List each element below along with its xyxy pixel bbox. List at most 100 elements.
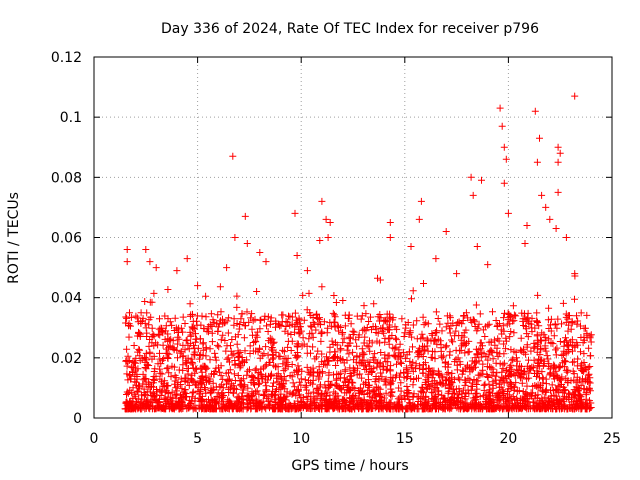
data-point xyxy=(196,352,204,360)
data-point xyxy=(430,367,438,375)
data-point xyxy=(398,315,406,323)
y-tick-label: 0 xyxy=(73,411,82,427)
data-point xyxy=(309,372,317,380)
data-point xyxy=(317,381,324,389)
x-tick-label: 0 xyxy=(90,431,99,447)
data-point xyxy=(186,403,194,411)
data-point xyxy=(416,395,424,403)
data-point xyxy=(345,404,352,412)
data-point-outlier xyxy=(256,249,264,256)
data-point xyxy=(340,374,348,382)
data-point xyxy=(364,358,372,366)
data-point xyxy=(365,318,373,325)
data-point xyxy=(578,366,586,374)
data-point-outlier xyxy=(194,282,202,290)
data-point xyxy=(331,353,339,361)
data-point xyxy=(132,403,140,411)
data-point xyxy=(366,367,374,375)
data-point xyxy=(122,357,130,364)
data-point xyxy=(545,304,553,312)
data-point xyxy=(472,301,480,309)
data-point xyxy=(305,289,313,297)
data-point xyxy=(184,404,192,412)
data-point xyxy=(553,324,561,332)
data-point xyxy=(246,350,254,357)
data-point xyxy=(214,323,222,331)
data-point xyxy=(446,397,454,405)
data-point xyxy=(291,383,299,391)
data-point xyxy=(279,346,287,354)
y-tick-label: 0.1 xyxy=(60,110,82,126)
data-point xyxy=(266,334,274,342)
data-point xyxy=(266,401,273,409)
data-point xyxy=(488,371,496,379)
data-point xyxy=(352,392,360,400)
data-point xyxy=(143,309,151,317)
data-point-outlier xyxy=(370,300,378,308)
data-point xyxy=(470,403,478,411)
data-point xyxy=(488,349,496,357)
data-point xyxy=(225,314,233,322)
data-point xyxy=(338,396,346,404)
data-point-outlier xyxy=(417,197,425,205)
data-point xyxy=(231,361,239,369)
data-point xyxy=(256,379,264,387)
data-point xyxy=(341,322,349,330)
data-point xyxy=(580,336,588,344)
data-point xyxy=(374,274,381,282)
data-point xyxy=(484,356,492,364)
data-point xyxy=(197,321,205,329)
data-point xyxy=(413,335,421,343)
data-point xyxy=(500,314,508,322)
data-point xyxy=(233,292,241,300)
data-point-outlier xyxy=(533,158,541,166)
data-point xyxy=(362,310,370,318)
data-point xyxy=(504,398,512,406)
data-point xyxy=(253,288,261,295)
data-point xyxy=(291,309,299,317)
data-point xyxy=(309,333,317,341)
data-point xyxy=(531,343,539,351)
data-point xyxy=(287,331,295,338)
data-point xyxy=(512,312,520,320)
data-point xyxy=(273,385,280,393)
data-point xyxy=(435,387,443,395)
data-point xyxy=(422,381,430,388)
data-point xyxy=(237,381,244,389)
data-point xyxy=(337,345,345,353)
data-point xyxy=(436,320,444,328)
data-point xyxy=(376,339,384,347)
data-point xyxy=(357,315,365,323)
data-point xyxy=(205,403,213,410)
data-point xyxy=(391,345,399,353)
data-point xyxy=(339,329,347,336)
data-point xyxy=(217,336,225,344)
data-point xyxy=(329,341,337,348)
data-point xyxy=(233,340,241,348)
data-point xyxy=(237,400,245,408)
data-point xyxy=(315,375,323,383)
data-point xyxy=(335,403,343,411)
data-point xyxy=(172,384,180,392)
data-point xyxy=(184,354,192,362)
data-point xyxy=(172,402,180,410)
data-point xyxy=(235,360,243,368)
data-point xyxy=(400,333,408,340)
data-point xyxy=(145,316,153,324)
data-point xyxy=(380,363,387,371)
data-point xyxy=(463,339,470,347)
data-point xyxy=(403,367,411,375)
data-point xyxy=(523,343,531,351)
data-point xyxy=(401,395,409,403)
data-point xyxy=(570,386,578,394)
data-point xyxy=(170,327,178,334)
data-point xyxy=(174,354,181,362)
data-point xyxy=(556,362,564,370)
data-point xyxy=(377,397,385,405)
data-point xyxy=(210,397,218,405)
data-point xyxy=(226,366,234,374)
data-point xyxy=(330,292,338,299)
data-point xyxy=(580,385,588,393)
data-point xyxy=(175,329,182,336)
data-point xyxy=(544,401,551,409)
